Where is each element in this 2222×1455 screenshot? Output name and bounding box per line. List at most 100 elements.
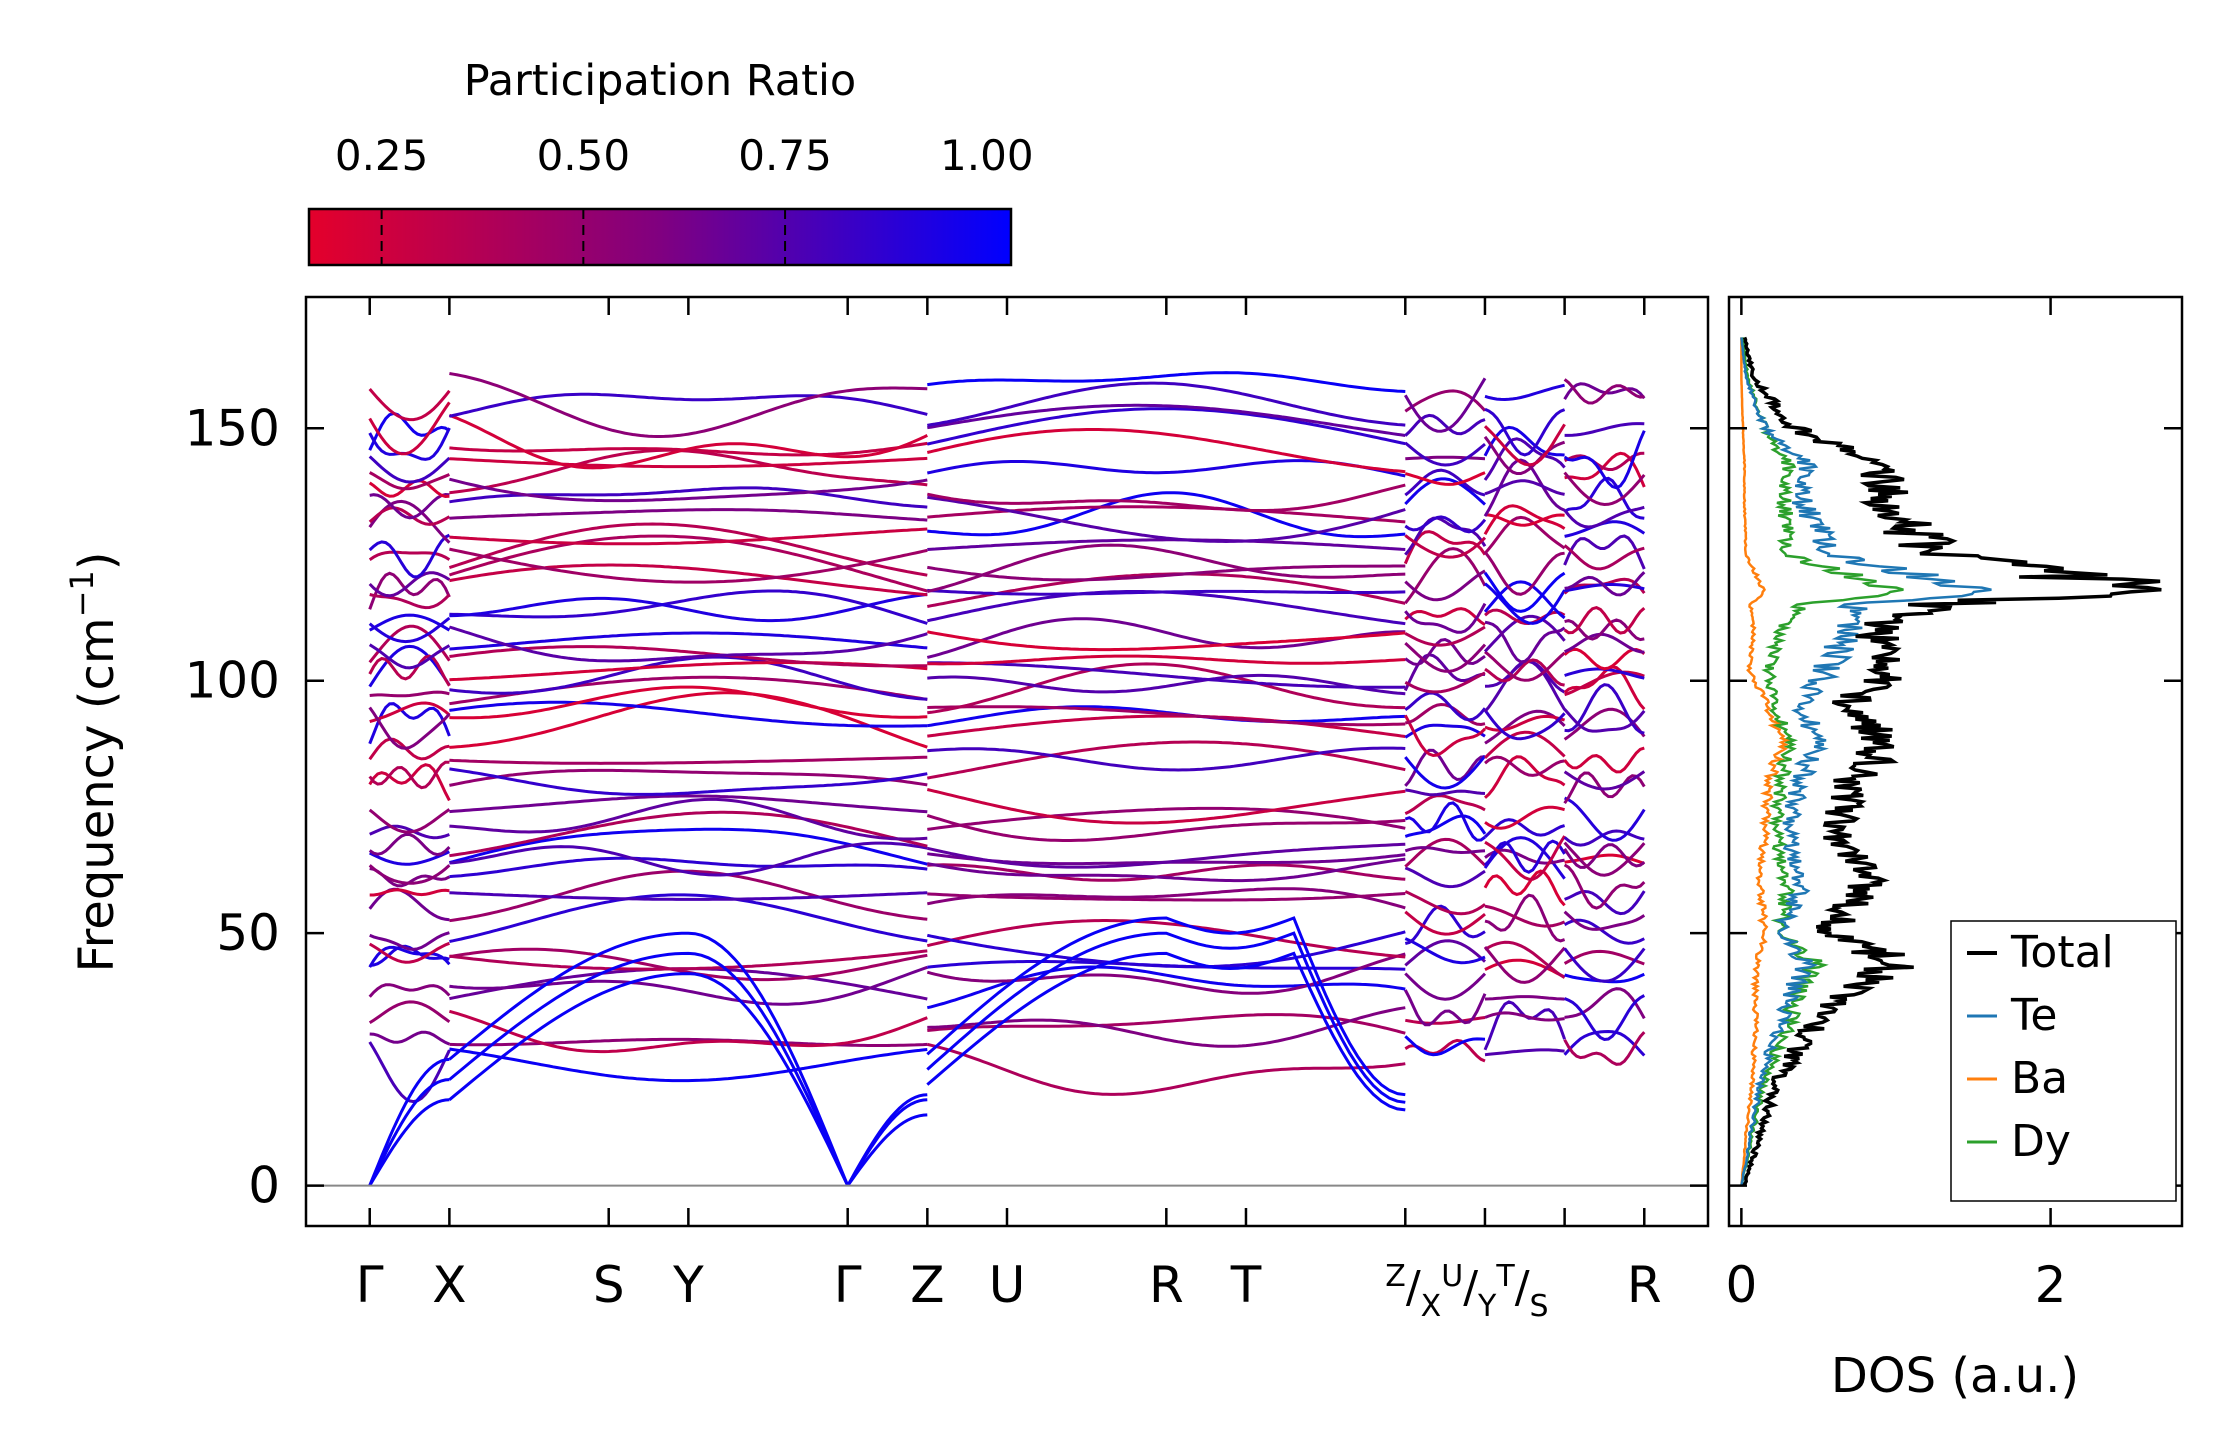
band-line: [449, 592, 928, 623]
acoustic-branch: [448, 972, 850, 1187]
band-line: [1483, 1000, 1567, 1051]
band-line: [449, 508, 928, 522]
band-line: [1563, 918, 1645, 945]
band-line: [926, 1042, 1406, 1096]
dos-legend-box: [1950, 920, 2177, 1202]
band-line: [449, 372, 928, 438]
colorbar-tick-label: 0.25: [335, 131, 429, 180]
band-line: [1484, 479, 1565, 496]
band-line: [368, 533, 451, 579]
band-line: [1404, 754, 1487, 790]
band-k-label: X: [432, 1256, 466, 1314]
band-line: [368, 644, 451, 688]
band-line: [1484, 709, 1566, 745]
dos-legend-label: Dy: [2011, 1116, 2071, 1167]
band-line: [1483, 571, 1566, 613]
band-line: [1404, 607, 1486, 626]
band-line: [1563, 863, 1646, 910]
band-line: [1564, 670, 1645, 697]
dos-x-tick-label: 2: [2035, 1256, 2067, 1314]
band-line: [368, 983, 451, 998]
band-line: [1404, 637, 1486, 667]
band-line: [369, 1030, 450, 1046]
band-k-label-combined: Z/XU/YT/S: [1385, 1259, 1548, 1324]
band-line: [448, 534, 928, 593]
band-k-label: Γ: [834, 1256, 862, 1314]
band-line: [1404, 814, 1487, 838]
band-line: [1404, 890, 1486, 916]
dos-x-label: DOS (a.u.): [1831, 1348, 2079, 1404]
band-line: [926, 919, 1406, 959]
acoustic-branch: [926, 916, 1406, 1097]
acoustic-branch: [846, 1098, 928, 1187]
band-line: [1404, 468, 1486, 497]
band-line: [449, 1009, 928, 1054]
band-line: [1563, 796, 1646, 842]
dos-lines: [1740, 336, 2162, 1187]
band-line: [449, 1047, 928, 1083]
band-line: [926, 543, 1406, 593]
band-line: [449, 675, 928, 706]
band-line: [368, 833, 451, 857]
acoustic-branch: [368, 1057, 450, 1187]
band-line: [449, 856, 928, 879]
band-line: [926, 965, 1406, 1010]
band-line: [927, 673, 1406, 696]
band-line: [368, 401, 451, 456]
band-line: [1405, 702, 1486, 727]
band-line: [927, 538, 1406, 551]
band-line: [1484, 995, 1565, 1001]
band-line: [926, 813, 1406, 842]
band-line: [1484, 620, 1566, 664]
band-line: [1483, 504, 1566, 536]
acoustic-branch: [368, 1098, 450, 1187]
band-line: [449, 563, 928, 597]
band-k-label: R: [1149, 1256, 1184, 1314]
band-line: [449, 891, 928, 901]
band-line: [368, 808, 451, 834]
band-line: [1404, 801, 1486, 842]
band-line: [1563, 534, 1646, 570]
band-line: [449, 691, 928, 749]
band-line: [1483, 869, 1566, 907]
band-line: [1484, 755, 1565, 777]
band-y-tick-label: 50: [216, 904, 280, 962]
band-y-tick-label: 0: [248, 1157, 280, 1215]
band-line: [368, 1041, 451, 1104]
band-line: [1404, 794, 1486, 815]
band-line: [1484, 1011, 1565, 1022]
acoustic-branch: [368, 1078, 450, 1187]
band-line: [449, 767, 928, 796]
band-line: [368, 388, 451, 422]
band-line: [368, 550, 451, 561]
band-line: [1404, 866, 1486, 889]
band-line: [449, 589, 928, 625]
band-line: [927, 746, 1406, 772]
band-line: [927, 892, 1406, 902]
band-line: [368, 1000, 451, 1025]
band-line: [1563, 606, 1646, 635]
band-line: [368, 864, 451, 885]
acoustic-branch: [846, 1093, 928, 1187]
band-line: [1404, 748, 1486, 787]
band-line: [368, 737, 450, 761]
band-line: [368, 760, 450, 790]
band-y-ticks: 0 50 100 150: [185, 399, 1708, 1215]
band-line: [1484, 650, 1566, 682]
band-line: [449, 794, 928, 814]
band-line: [1404, 569, 1486, 602]
band-line: [1484, 893, 1566, 943]
band-line: [368, 571, 451, 598]
band-line: [1563, 1031, 1646, 1066]
band-line: [1563, 632, 1645, 654]
band-k-label: R: [1627, 1256, 1662, 1314]
band-line: [926, 952, 1406, 995]
band-line: [448, 413, 928, 470]
band-line: [448, 625, 928, 663]
band-line: [368, 624, 451, 664]
colorbar: Participation Ratio 0.25 0.50 0.75 1.00: [307, 56, 1034, 267]
band-line: [927, 588, 1406, 596]
